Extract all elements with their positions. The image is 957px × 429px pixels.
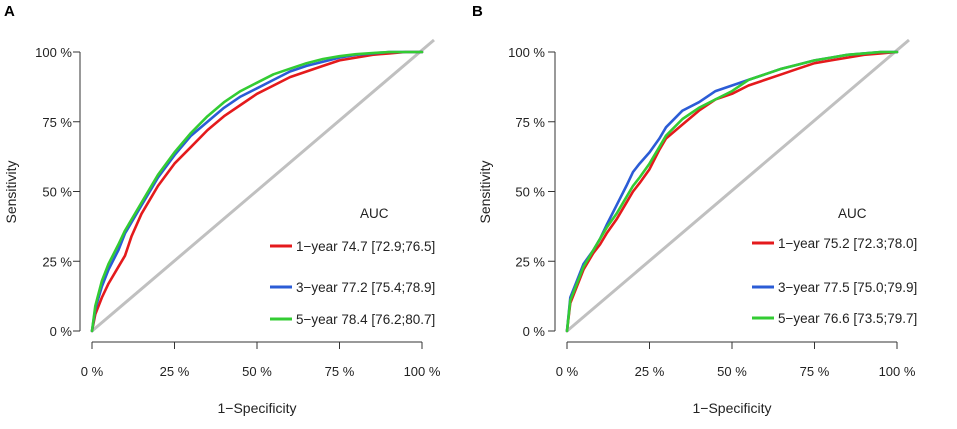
- panel-label: B: [472, 3, 483, 20]
- y-tick-label: 75 %: [42, 115, 72, 130]
- x-tick-label: 0 %: [556, 364, 579, 379]
- y-tick-label: 100 %: [35, 45, 72, 60]
- x-tick-label: 25 %: [635, 364, 665, 379]
- x-axis-title: 1−Specificity: [693, 400, 772, 416]
- legend-label: 3−year 77.5 [75.0;79.9]: [778, 280, 917, 295]
- legend-label: 1−year 74.7 [72.9;76.5]: [296, 239, 435, 254]
- legend-title: AUC: [360, 206, 389, 221]
- legend: AUC 1−year 75.2 [72.3;78.0] 3−year 77.5 […: [752, 206, 917, 326]
- y-tick-label: 50 %: [515, 185, 545, 200]
- y-axis-title: Sensitivity: [477, 160, 493, 223]
- legend-label: 5−year 78.4 [76.2;80.7]: [296, 312, 435, 327]
- x-tick-label: 0 %: [81, 364, 104, 379]
- legend-label: 3−year 77.2 [75.4;78.9]: [296, 280, 435, 295]
- legend-label: 5−year 76.6 [73.5;79.7]: [778, 311, 917, 326]
- legend-label: 1−year 75.2 [72.3;78.0]: [778, 236, 917, 251]
- x-tick-label: 25 %: [160, 364, 190, 379]
- x-tick-label: 50 %: [242, 364, 272, 379]
- roc-curve-5-year: [565, 50, 899, 333]
- y-axis-title: Sensitivity: [3, 160, 19, 223]
- roc-curve-1-year: [565, 50, 899, 333]
- legend: AUC 1−year 74.7 [72.9;76.5] 3−year 77.2 […: [270, 206, 435, 327]
- x-tick-label: 50 %: [717, 364, 747, 379]
- y-tick-label: 25 %: [42, 254, 72, 269]
- y-tick-label: 0 %: [523, 324, 546, 339]
- x-tick-label: 100 %: [404, 364, 441, 379]
- y-tick-label: 0 %: [50, 324, 73, 339]
- reference-diagonal: [91, 38, 435, 333]
- y-tick-label: 100 %: [508, 45, 545, 60]
- x-tick-label: 75 %: [800, 364, 830, 379]
- y-tick-label: 50 %: [42, 185, 72, 200]
- roc-curve-5-year: [90, 50, 424, 333]
- x-tick-label: 75 %: [325, 364, 355, 379]
- panel-label: A: [4, 3, 15, 20]
- reference-diagonal: [566, 38, 910, 333]
- x-tick-label: 100 %: [879, 364, 916, 379]
- roc-curve-1-year: [90, 50, 424, 333]
- legend-title: AUC: [838, 206, 867, 221]
- y-tick-label: 75 %: [515, 115, 545, 130]
- x-axis-title: 1−Specificity: [218, 400, 297, 416]
- y-tick-label: 25 %: [515, 254, 545, 269]
- panel-a: A 0 % 25 % 50 % 75 % 100 % 0 % 25 % 50 % 75 % 10…: [3, 3, 441, 416]
- panel-b: B 0 % 25 % 50 % 75 % 100 % 0 % 25 % 50 % 75 % 10…: [472, 3, 917, 416]
